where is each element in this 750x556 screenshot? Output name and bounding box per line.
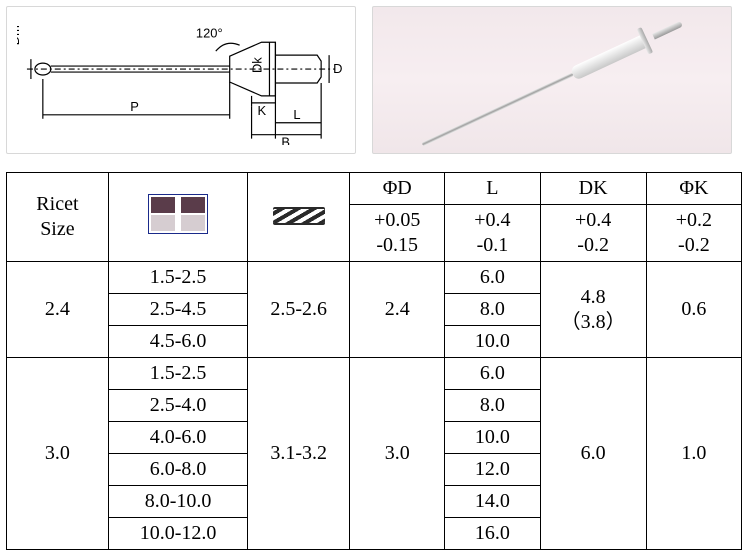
cell-grip: 2.5-4.0 (108, 390, 247, 422)
header-grip-icon (108, 173, 247, 262)
cell-grip: 1.5-2.5 (108, 262, 247, 294)
cell-grip: 1.5-2.5 (108, 358, 247, 390)
cell-l: 14.0 (445, 486, 540, 518)
table-row: 2.4 1.5-2.5 2.5-2.6 2.4 6.0 4.8 （3.8） 0.… (7, 262, 742, 294)
label-l: L (293, 107, 300, 122)
cell-k: 0.6 (646, 262, 741, 358)
cell-grip: 2.5-4.5 (108, 294, 247, 326)
cell-drill: 2.5-2.6 (248, 262, 350, 358)
label-dm: Dm (17, 25, 22, 45)
spec-table: Ricet Size ΦD L DK ΦK +0.05-0.15 +0.4-0.… (6, 172, 742, 550)
product-photo (372, 6, 732, 154)
cell-size: 3.0 (7, 358, 109, 550)
cell-dk: 4.8 （3.8） (540, 262, 646, 358)
cell-grip: 10.0-12.0 (108, 518, 247, 550)
label-b: B (281, 135, 290, 145)
header-size: Ricet Size (7, 173, 109, 262)
cell-k: 1.0 (646, 358, 741, 550)
drill-icon (273, 209, 325, 223)
cell-grip: 4.5-6.0 (108, 326, 247, 358)
header-l: L (445, 173, 540, 205)
cell-d: 2.4 (350, 262, 445, 358)
cell-l: 6.0 (445, 262, 540, 294)
cell-size: 2.4 (7, 262, 109, 358)
header-d: ΦD (350, 173, 445, 205)
tol-l: +0.4-0.1 (445, 205, 540, 262)
cell-d: 3.0 (350, 358, 445, 550)
tol-dk: +0.4-0.2 (540, 205, 646, 262)
grip-range-icon (148, 194, 208, 234)
header-drill-icon (248, 173, 350, 262)
top-images-row: 120° Dm Dk D P K L (6, 6, 744, 154)
cell-dk: 6.0 (540, 358, 646, 550)
header-k: ΦK (646, 173, 741, 205)
cell-l: 10.0 (445, 422, 540, 454)
label-k: K (258, 103, 267, 118)
cell-l: 10.0 (445, 326, 540, 358)
cell-grip: 8.0-10.0 (108, 486, 247, 518)
cell-l: 8.0 (445, 390, 540, 422)
table-row: 3.0 1.5-2.5 3.1-3.2 3.0 6.0 6.0 1.0 (7, 358, 742, 390)
cell-grip: 4.0-6.0 (108, 422, 247, 454)
header-dk: DK (540, 173, 646, 205)
cell-l: 16.0 (445, 518, 540, 550)
cell-grip: 6.0-8.0 (108, 454, 247, 486)
cell-l: 8.0 (445, 294, 540, 326)
label-angle: 120° (196, 25, 223, 40)
technical-drawing: 120° Dm Dk D P K L (6, 6, 356, 154)
tol-k: +0.2-0.2 (646, 205, 741, 262)
cell-l: 12.0 (445, 454, 540, 486)
cell-drill: 3.1-3.2 (248, 358, 350, 550)
cell-l: 6.0 (445, 358, 540, 390)
label-dk: Dk (250, 57, 265, 73)
label-p: P (130, 99, 139, 114)
tol-d: +0.05-0.15 (350, 205, 445, 262)
label-d: D (333, 61, 342, 76)
